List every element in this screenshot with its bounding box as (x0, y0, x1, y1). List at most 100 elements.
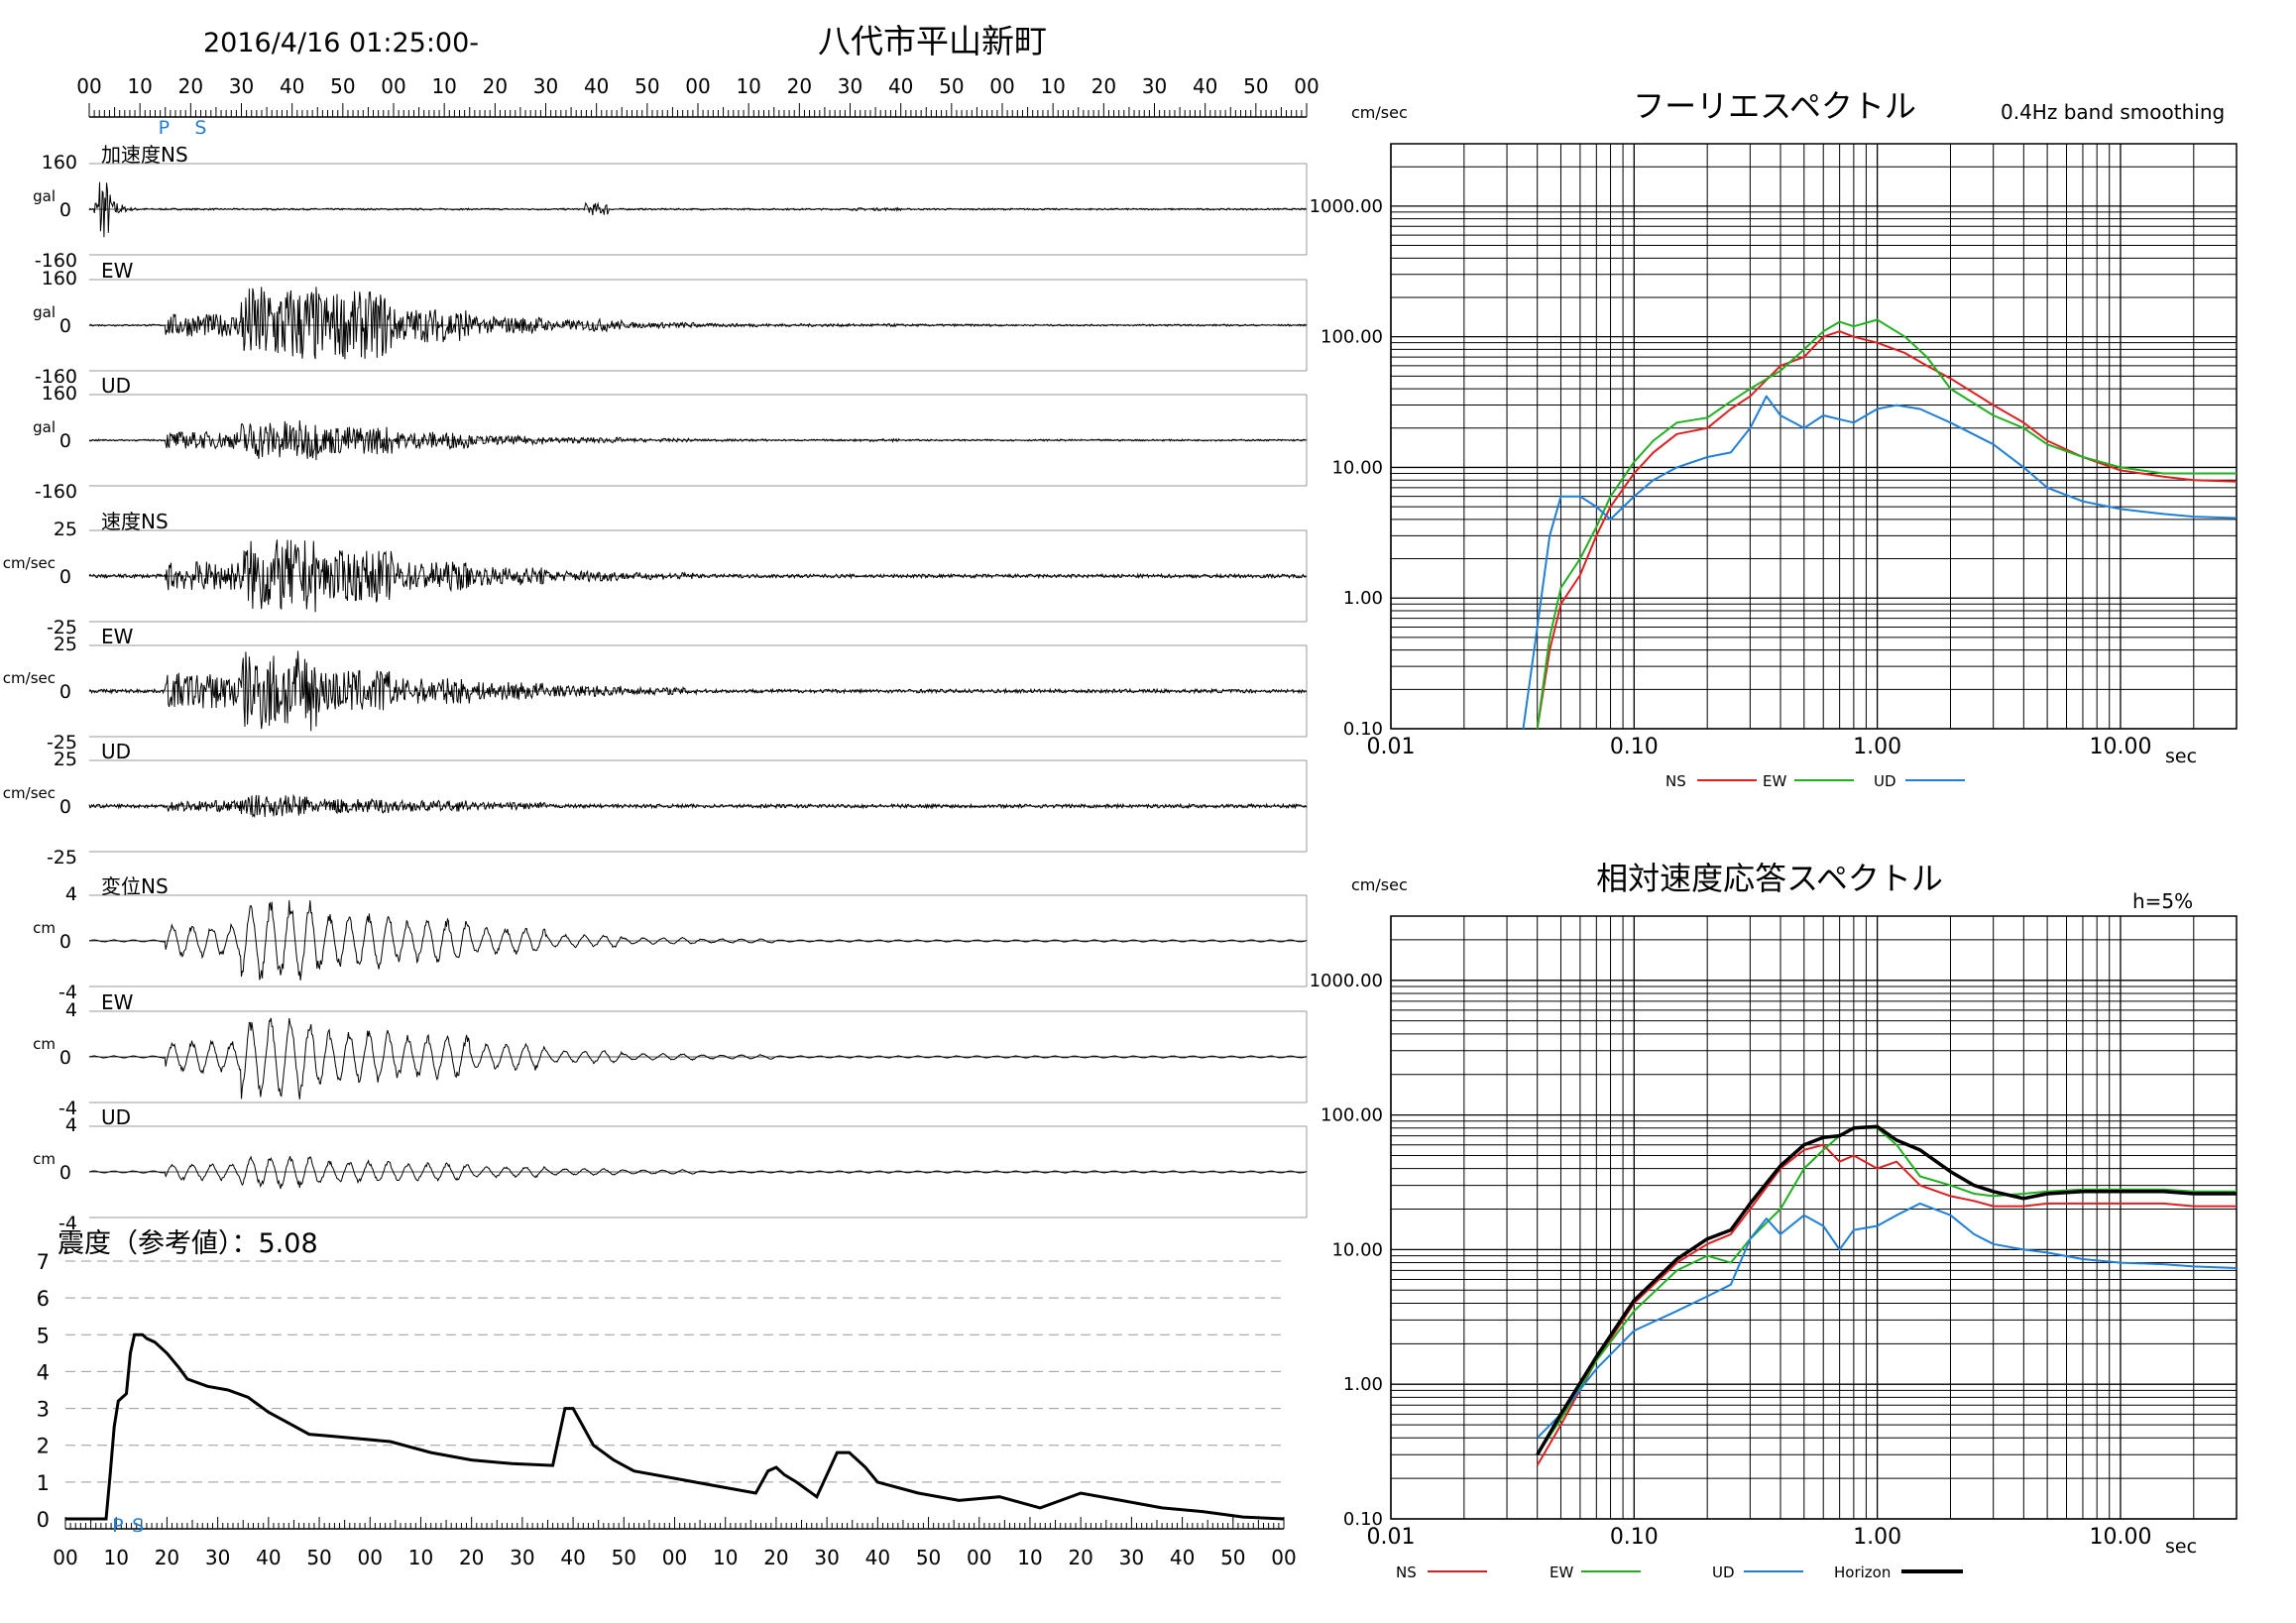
waveform-panel: UD 4 0 -4 cm (33, 1105, 1308, 1234)
intensity-y-label: 7 (37, 1250, 50, 1274)
intensity-x-label: 00 (967, 1546, 991, 1569)
time-axis-top-label: 50 (939, 74, 964, 98)
intensity-x-label: 50 (612, 1546, 636, 1569)
waveform-panel: UD 160 0 -160 gal (33, 374, 1308, 503)
intensity-x-label: 20 (1068, 1546, 1092, 1569)
waveform-trace (88, 287, 1308, 360)
time-axis-top-label: 00 (989, 74, 1014, 98)
spectrum-y-tick-label: 1.00 (1343, 1374, 1383, 1395)
spectrum-series-line (1536, 1143, 2237, 1466)
waveform-unit-label: gal (33, 187, 56, 205)
time-axis-top-label: 20 (178, 74, 203, 98)
waveform-label: UD (101, 374, 131, 398)
time-axis-top-label: 30 (533, 74, 558, 98)
spectrum-x-tick-label: 0.01 (1367, 735, 1416, 759)
waveform-label: UD (101, 1105, 131, 1129)
time-axis-top: 00 10 20 30 40 50 00 10 20 30 40 50 00 10 20 30 40 50 00 10… (76, 74, 1319, 139)
waveform-panel: EW 25 0 -25 cm/sec (3, 625, 1308, 754)
waveform-min-label: -160 (35, 366, 77, 388)
time-axis-top-label: 00 (381, 74, 405, 98)
time-axis-top-label: 00 (685, 74, 710, 98)
intensity-x-label: 10 (103, 1546, 128, 1569)
intensity-x-label: 10 (1017, 1546, 1042, 1569)
intensity-x-label: 00 (53, 1546, 77, 1569)
waveform-zero-label: 0 (59, 796, 71, 818)
spectrum-y-tick-label: 1000.00 (1310, 196, 1383, 217)
waveform-panel: UD 25 0 -25 cm/sec (3, 740, 1308, 869)
time-axis-top-label: 10 (736, 74, 760, 98)
waveform-panel: 速度NS 25 0 -25 cm/sec (3, 510, 1308, 638)
intensity-x-label: 50 (916, 1546, 941, 1569)
spectrum-y-unit: cm/sec (1351, 103, 1408, 122)
waveform-unit-label: cm (33, 1150, 56, 1168)
intensity-x-label: 10 (713, 1546, 738, 1569)
spectrum-x-unit: sec (2165, 746, 2197, 767)
time-axis-top-label: 40 (280, 74, 304, 98)
spectrum-y-tick-label: 10.00 (1331, 1239, 1383, 1260)
waveform-panel: 変位NS 4 0 -4 cm (33, 874, 1308, 1003)
intensity-x-label: 30 (205, 1546, 230, 1569)
time-axis-top-label: 10 (127, 74, 152, 98)
station-name: 八代市平山新町 (818, 22, 1047, 60)
spectrum-series-line (1536, 1124, 2237, 1456)
legend-label: NS (1396, 1564, 1417, 1581)
waveform-trace (88, 420, 1308, 461)
waveform-min-label: -160 (35, 481, 77, 503)
time-axis-top-label: 20 (483, 74, 508, 98)
waveform-panel: 加速度NS 160 0 -160 gal (33, 143, 1308, 272)
intensity-y-label: 1 (37, 1471, 50, 1495)
time-axis-top-label: 50 (634, 74, 659, 98)
waveform-label: EW (101, 625, 134, 648)
time-axis-top-label: 30 (1142, 74, 1167, 98)
spectrum-x-tick-label: 0.10 (1610, 1525, 1659, 1550)
spectrum-y-tick-label: 100.00 (1320, 1105, 1383, 1126)
s-wave-marker-bottom: S (132, 1515, 144, 1537)
spectrum-series-line (1522, 395, 2238, 730)
waveform-zero-label: 0 (59, 430, 71, 452)
time-axis-top-label: 50 (1243, 74, 1268, 98)
spectrum-series-line (1536, 1202, 2238, 1439)
time-axis-top-label: 30 (229, 74, 254, 98)
p-wave-marker-bottom: P (112, 1515, 123, 1537)
p-wave-marker: P (159, 117, 170, 139)
waveform-max-label: 160 (42, 268, 77, 290)
spectrum-subtitle: h=5% (2132, 889, 2193, 913)
s-wave-marker: S (194, 117, 206, 139)
spectrum-subtitle: 0.4Hz band smoothing (2001, 100, 2225, 124)
time-axis-top-label: 10 (1040, 74, 1065, 98)
spectrum-y-tick-label: 1.00 (1343, 588, 1383, 609)
waveform-unit-label: gal (33, 418, 56, 436)
legend-label: Horizon (1834, 1564, 1891, 1581)
intensity-y-label: 6 (37, 1287, 50, 1311)
spectrum-x-tick-label: 0.10 (1610, 735, 1659, 759)
waveform-min-label: -4 (58, 982, 77, 1003)
spectrum-y-tick-label: 10.00 (1331, 457, 1383, 478)
intensity-x-label: 40 (1170, 1546, 1195, 1569)
waveform-max-label: 25 (54, 634, 77, 655)
time-axis-top-label: 20 (1091, 74, 1116, 98)
spectrum-x-tick-label: 10.00 (2089, 1525, 2151, 1550)
intensity-y-label: 2 (37, 1435, 50, 1458)
spectrum-x-tick-label: 1.00 (1853, 1525, 1901, 1550)
waveform-zero-label: 0 (59, 931, 71, 953)
waveform-trace (88, 1017, 1308, 1100)
spectrum-x-tick-label: 0.01 (1367, 1525, 1416, 1550)
intensity-x-label: 40 (256, 1546, 281, 1569)
spectrum-x-tick-label: 1.00 (1853, 735, 1901, 759)
intensity-y-label: 3 (37, 1398, 50, 1422)
intensity-x-label: 40 (865, 1546, 890, 1569)
spectrum-y-tick-label: 1000.00 (1310, 971, 1383, 991)
waveform-label: 加速度NS (101, 143, 188, 167)
intensity-x-label: 20 (763, 1546, 788, 1569)
waveform-panel: EW 4 0 -4 cm (33, 990, 1308, 1119)
waveform-panels: 加速度NS 160 0 -160 gal EW 160 0 -160 gal UD 160 0 -160 g… (3, 143, 1308, 1234)
waveform-trace (88, 181, 1308, 238)
intensity-series-line (65, 1333, 1285, 1521)
intensity-x-label: 00 (1271, 1546, 1296, 1569)
intensity-title: 震度（参考値）：5.08 (57, 1228, 318, 1259)
waveform-zero-label: 0 (59, 566, 71, 588)
waveform-unit-label: cm/sec (3, 554, 56, 572)
